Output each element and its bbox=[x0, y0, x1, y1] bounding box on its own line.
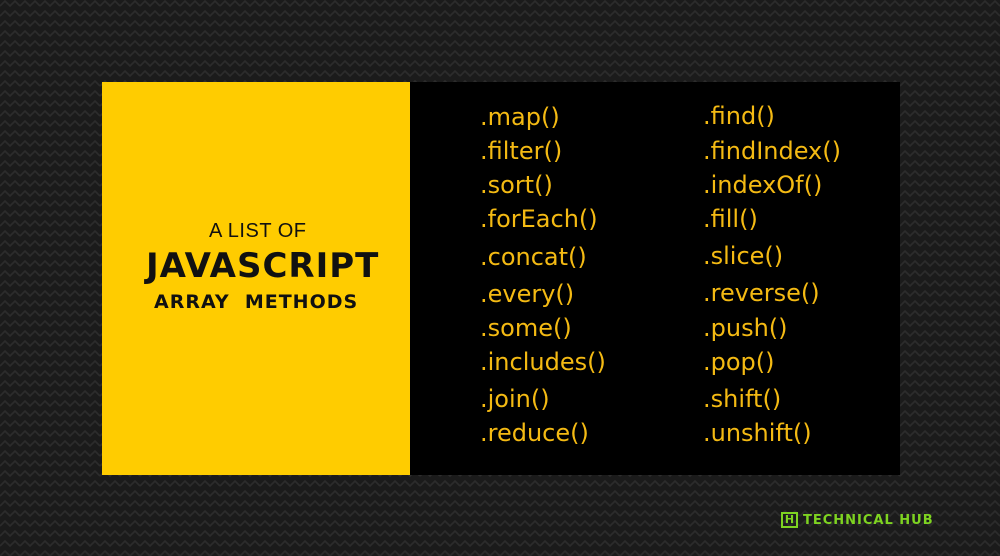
page-subtitle: ARRAY METHODS bbox=[154, 291, 359, 313]
method-item: .includes() bbox=[480, 348, 606, 376]
method-item: .fill() bbox=[703, 205, 758, 233]
intro-line: A LIST OF bbox=[209, 220, 307, 242]
logo-text: TECHNICAL HUB bbox=[803, 512, 934, 528]
method-item: .reduce() bbox=[480, 419, 589, 447]
method-item: .findIndex() bbox=[703, 137, 841, 165]
method-item: .filter() bbox=[480, 137, 563, 165]
methods-panel: .map() .filter() .sort() .forEach() .con… bbox=[410, 82, 900, 475]
page-title: JAVASCRIPT bbox=[146, 246, 380, 286]
logo-mark-icon: H bbox=[781, 512, 798, 528]
method-item: .forEach() bbox=[480, 205, 598, 233]
method-item: .join() bbox=[480, 385, 550, 413]
method-item: .unshift() bbox=[703, 419, 812, 447]
brand-logo: H TECHNICAL HUB bbox=[781, 511, 934, 529]
method-item: .concat() bbox=[480, 243, 587, 271]
method-item: .indexOf() bbox=[703, 171, 823, 199]
method-item: .find() bbox=[703, 102, 775, 130]
method-item: .every() bbox=[480, 280, 575, 308]
method-item: .reverse() bbox=[703, 279, 820, 307]
method-item: .shift() bbox=[703, 385, 782, 413]
method-item: .some() bbox=[480, 314, 572, 342]
methods-list: .map() .filter() .sort() .forEach() .con… bbox=[410, 82, 900, 475]
method-item: .map() bbox=[480, 103, 560, 131]
method-item: .push() bbox=[703, 314, 788, 342]
method-item: .slice() bbox=[703, 242, 784, 270]
method-item: .pop() bbox=[703, 348, 775, 376]
intro-panel bbox=[102, 82, 410, 475]
method-item: .sort() bbox=[480, 171, 553, 199]
